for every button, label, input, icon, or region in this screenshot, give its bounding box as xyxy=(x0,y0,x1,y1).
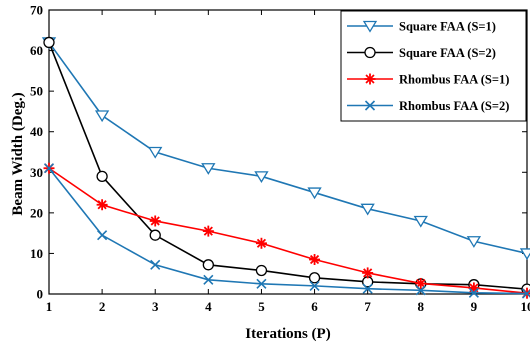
y-tick-label: 70 xyxy=(30,3,43,18)
legend-marker xyxy=(362,20,378,33)
data-point xyxy=(96,199,108,211)
data-point xyxy=(255,264,268,277)
x-tick-label: 8 xyxy=(418,299,425,314)
legend-item: Rhombus FAA (S=1) xyxy=(347,73,509,87)
y-tick-label: 30 xyxy=(30,165,43,180)
legend: Square FAA (S=1) Square FAA (S=2) Rhombus … xyxy=(340,10,527,122)
data-point xyxy=(466,236,482,248)
series-line xyxy=(48,167,528,294)
legend-item: Square FAA (S=2) xyxy=(347,46,496,60)
legend-item: Square FAA (S=1) xyxy=(347,20,496,34)
x-tick-label: 7 xyxy=(364,299,371,314)
series-line xyxy=(48,167,528,295)
data-point xyxy=(413,215,428,228)
data-point xyxy=(256,278,267,289)
data-point xyxy=(43,36,55,49)
data-point xyxy=(255,237,267,249)
legend-label: Square FAA (S=2) xyxy=(399,46,496,60)
data-point xyxy=(362,267,374,279)
y-tick-label: 10 xyxy=(30,246,43,261)
data-point xyxy=(362,283,373,294)
data-point xyxy=(360,203,375,216)
y-tick-label: 60 xyxy=(30,43,43,58)
x-tick-label: 4 xyxy=(205,299,212,314)
data-point xyxy=(415,277,427,289)
legend-label: Rhombus FAA (S=2) xyxy=(399,99,509,113)
data-point xyxy=(96,170,108,182)
legend-label: Rhombus FAA (S=1) xyxy=(399,73,509,87)
data-point xyxy=(308,272,321,284)
legend-marker xyxy=(364,100,376,111)
data-point xyxy=(415,285,426,296)
data-point xyxy=(309,280,320,291)
x-tick-label: 2 xyxy=(99,299,106,314)
data-point xyxy=(468,287,479,298)
data-point xyxy=(149,229,161,241)
y-axis-title: Beam Width (Deg.) xyxy=(10,92,26,215)
data-point xyxy=(309,254,321,266)
data-point xyxy=(202,225,214,237)
x-tick-label: 3 xyxy=(152,299,159,314)
legend-item: Rhombus FAA (S=2) xyxy=(347,99,509,113)
data-point xyxy=(201,163,216,175)
x-tick-label: 6 xyxy=(311,299,318,314)
x-tick-label: 5 xyxy=(258,299,265,314)
legend-marker xyxy=(364,46,376,59)
data-point xyxy=(521,288,530,299)
data-point xyxy=(307,187,322,200)
data-point xyxy=(148,146,163,159)
y-tick-label: 0 xyxy=(37,287,44,302)
data-point xyxy=(519,248,530,261)
series-line xyxy=(48,42,528,290)
data-point xyxy=(150,259,161,270)
x-tick-label: 1 xyxy=(46,299,53,314)
data-point xyxy=(149,215,161,227)
x-tick-label: 9 xyxy=(471,299,478,314)
y-tick-label: 50 xyxy=(30,84,43,99)
data-point xyxy=(43,163,55,174)
y-tick-label: 20 xyxy=(30,205,43,220)
data-point xyxy=(202,259,214,271)
series-line xyxy=(48,41,528,255)
legend-label: Square FAA (S=1) xyxy=(399,20,496,34)
data-point xyxy=(94,110,110,123)
x-tick-label: 10 xyxy=(521,299,530,314)
y-tick-label: 40 xyxy=(30,124,43,139)
series-2 xyxy=(43,162,530,299)
plot-frame xyxy=(48,9,528,295)
legend-marker xyxy=(364,73,376,85)
series-3 xyxy=(43,163,530,299)
data-point xyxy=(254,171,269,183)
data-point xyxy=(97,230,108,241)
x-axis-title: Iterations (P) xyxy=(245,326,330,342)
data-point xyxy=(203,274,214,285)
